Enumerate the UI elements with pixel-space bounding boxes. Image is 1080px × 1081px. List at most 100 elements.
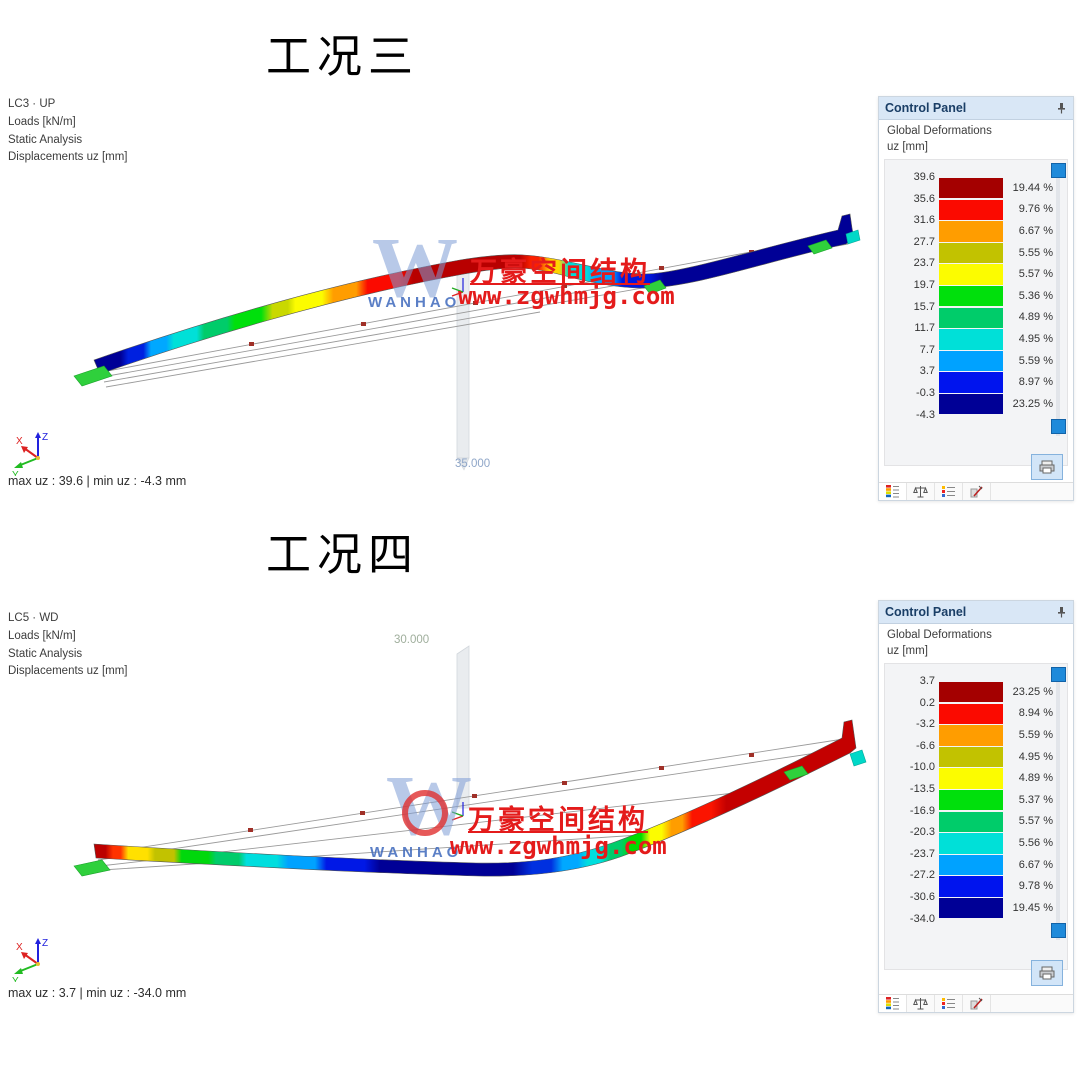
scale-slider-track bbox=[1056, 168, 1060, 436]
scale-band bbox=[939, 178, 1003, 199]
watermark-brand: WANHAO bbox=[368, 294, 461, 311]
tab-scales[interactable] bbox=[907, 483, 935, 500]
printer-icon bbox=[1039, 966, 1055, 980]
mast-column bbox=[456, 645, 470, 809]
scale-band bbox=[939, 329, 1003, 350]
legend-list-icon bbox=[941, 998, 955, 1009]
load-case-label: LC3 · UP bbox=[8, 98, 56, 110]
scale-value: 31.6 bbox=[913, 214, 935, 227]
watermark-text-cn: 万豪空间结构 bbox=[468, 805, 648, 835]
panel-settings-button[interactable] bbox=[1031, 960, 1063, 986]
svg-text:Z: Z bbox=[42, 938, 48, 949]
scale-value: 3.7 bbox=[919, 675, 935, 688]
scale-band bbox=[939, 372, 1003, 393]
deformed-girder bbox=[93, 213, 855, 375]
result-info-block-2: LC5 · WD Loads [kN/m] Static Analysis Di… bbox=[8, 610, 128, 681]
scale-value: 3.7 bbox=[919, 365, 935, 378]
scale-percent: 5.59 % bbox=[1018, 729, 1053, 742]
scale-value: -3.2 bbox=[916, 718, 935, 731]
tab-edit-tools[interactable] bbox=[963, 995, 991, 1012]
column-dimension-label: 30.000 bbox=[394, 634, 430, 646]
scale-value: 11.7 bbox=[914, 322, 935, 335]
scales-icon bbox=[913, 998, 928, 1010]
analysis-type-label: Static Analysis bbox=[8, 647, 83, 660]
watermark-text-cn: 万豪空间结构 bbox=[470, 257, 650, 287]
panel-result-description: Global Deformations uz [mm] bbox=[879, 624, 1073, 661]
scale-value: -34.0 bbox=[909, 912, 935, 925]
scale-band bbox=[939, 790, 1003, 811]
panel-tabbar bbox=[879, 482, 1073, 500]
scale-handle-top[interactable] bbox=[1051, 163, 1066, 179]
pin-icon[interactable] bbox=[1056, 606, 1067, 618]
scale-percent: 5.57 % bbox=[1018, 815, 1053, 828]
scale-band bbox=[939, 898, 1003, 919]
panel-result-type: Global Deformations bbox=[887, 629, 992, 641]
scale-band bbox=[939, 199, 1003, 221]
loads-unit-label: Loads [kN/m] bbox=[8, 115, 76, 128]
tab-legend-list[interactable] bbox=[935, 483, 963, 500]
result-extremes-caption: max uz : 39.6 | min uz : -4.3 mm bbox=[8, 474, 187, 488]
view-axes-icon: Z X Y bbox=[12, 432, 48, 476]
scale-value: -27.2 bbox=[909, 869, 935, 882]
column-dimension-label: 35.000 bbox=[455, 458, 491, 470]
control-panel-title: Control Panel bbox=[885, 101, 967, 115]
scale-band bbox=[939, 264, 1003, 285]
scale-value: 23.7 bbox=[913, 257, 935, 270]
scale-value: -0.3 bbox=[916, 387, 935, 400]
model-axes-icon bbox=[451, 802, 464, 821]
scale-handle-bottom[interactable] bbox=[1051, 418, 1066, 434]
scale-value: 27.7 bbox=[913, 235, 935, 248]
scale-band bbox=[939, 242, 1003, 264]
watermark-logo: W bbox=[372, 219, 458, 315]
tab-scales[interactable] bbox=[907, 995, 935, 1012]
scale-handle-bottom[interactable] bbox=[1051, 922, 1066, 938]
panel-result-description: Global Deformations uz [mm] bbox=[879, 120, 1073, 157]
tab-legend-list[interactable] bbox=[935, 995, 963, 1012]
tab-color-scale[interactable] bbox=[879, 995, 907, 1012]
tab-color-scale[interactable] bbox=[879, 483, 907, 500]
deformed-girder bbox=[93, 719, 857, 877]
scales-icon bbox=[913, 486, 928, 498]
scale-percent: 5.59 % bbox=[1018, 354, 1053, 367]
pin-icon[interactable] bbox=[1056, 102, 1067, 114]
scale-percent: 9.78 % bbox=[1018, 880, 1053, 893]
scale-percent: 23.25 % bbox=[1012, 685, 1053, 698]
scale-band bbox=[939, 876, 1003, 897]
scale-value: -30.6 bbox=[909, 891, 935, 904]
scale-percent: 4.95 % bbox=[1018, 750, 1053, 763]
svg-text:Z: Z bbox=[42, 432, 48, 443]
scale-percent: 5.36 % bbox=[1018, 289, 1053, 302]
svg-text:X: X bbox=[16, 942, 23, 953]
scale-band bbox=[939, 768, 1003, 789]
scale-percent: 5.37 % bbox=[1018, 793, 1053, 806]
scale-percent: 8.94 % bbox=[1018, 707, 1053, 720]
case-title-1: 工况三 bbox=[266, 31, 420, 82]
scale-value: 35.6 bbox=[913, 192, 935, 205]
result-extremes-caption: max uz : 3.7 | min uz : -34.0 mm bbox=[8, 986, 187, 1000]
panel-settings-button[interactable] bbox=[1031, 454, 1063, 480]
scale-handle-top[interactable] bbox=[1051, 667, 1066, 683]
watermark-url: www.zgwhmjg.com bbox=[458, 282, 675, 310]
watermark-ring-logo bbox=[402, 790, 448, 836]
scale-value: -23.7 bbox=[909, 847, 935, 860]
tab-edit-tools[interactable] bbox=[963, 483, 991, 500]
scale-percent: 4.95 % bbox=[1018, 333, 1053, 346]
scale-percent: 6.67 % bbox=[1018, 858, 1053, 871]
scale-percent: 19.45 % bbox=[1012, 901, 1053, 914]
scale-percent: 23.25 % bbox=[1012, 397, 1053, 410]
panel-tabbar bbox=[879, 994, 1073, 1012]
scale-value: -6.6 bbox=[916, 739, 935, 752]
svg-text:X: X bbox=[16, 436, 23, 447]
scale-band bbox=[939, 221, 1003, 242]
cable-fittings bbox=[248, 753, 754, 832]
panel-result-unit: uz [mm] bbox=[887, 644, 928, 657]
scale-band bbox=[939, 307, 1003, 329]
supports bbox=[73, 749, 867, 877]
scale-band bbox=[939, 394, 1003, 415]
scale-percent: 4.89 % bbox=[1018, 311, 1053, 324]
legend-list-icon bbox=[941, 486, 955, 497]
scale-percent: 5.57 % bbox=[1018, 268, 1053, 281]
color-scale-legend: 3.7 0.2 -3.2 -6.6 -10.0 -13.5 -16.9 -20.3 -23.7 -… bbox=[884, 663, 1068, 971]
scale-band bbox=[939, 725, 1003, 746]
